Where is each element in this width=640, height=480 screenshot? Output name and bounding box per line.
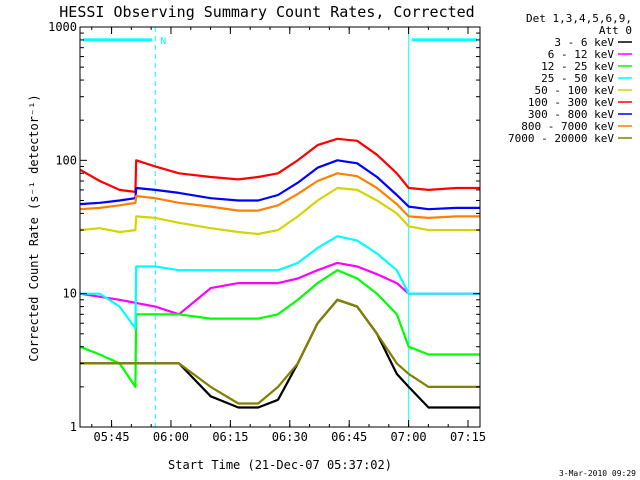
x-tick-label: 06:00: [153, 430, 189, 444]
series-line: [79, 269, 480, 388]
series-line: [79, 159, 480, 211]
legend-entry: 100 - 300 keV: [528, 96, 614, 109]
x-tick-label: 05:45: [94, 430, 130, 444]
series-line: [79, 172, 480, 219]
y-tick-label: 10: [63, 287, 77, 301]
x-tick-label: 06:45: [331, 430, 367, 444]
series-line: [79, 186, 480, 236]
x-axis-label: Start Time (21-Dec-07 05:37:02): [168, 458, 392, 472]
legend-entry: 800 - 7000 keV: [521, 120, 614, 133]
x-tick-label: 07:15: [450, 430, 486, 444]
footer-date: 3-Mar-2010 09:29: [559, 469, 636, 478]
y-tick-label: 1: [70, 420, 77, 434]
x-tick-label: 07:00: [391, 430, 427, 444]
legend-entry: 300 - 800 keV: [528, 108, 614, 121]
legend-header: Det 1,3,4,5,6,9,: [526, 12, 632, 25]
series-line: [80, 298, 480, 409]
legend-entry: 12 - 25 keV: [541, 60, 614, 73]
series-line: [79, 137, 480, 193]
legend-header: Att 0: [599, 24, 632, 37]
y-tick-label: 100: [55, 153, 77, 167]
legend-entry: 25 - 50 keV: [541, 72, 614, 85]
x-tick-label: 06:15: [212, 430, 248, 444]
x-tick-label: 06:30: [272, 430, 308, 444]
series-line: [80, 235, 480, 330]
y-axis-label: Corrected Count Rate (s⁻¹ detector⁻¹): [27, 94, 41, 361]
y-tick-label: 1000: [48, 20, 77, 34]
legend-entry: 3 - 6 keV: [554, 36, 614, 49]
legend-entry: 50 - 100 keV: [535, 84, 615, 97]
legend-entry: 6 - 12 keV: [548, 48, 615, 61]
chart-title: HESSI Observing Summary Count Rates, Cor…: [59, 3, 474, 21]
legend-entry: 7000 - 20000 keV: [508, 132, 614, 145]
series-line: [80, 298, 480, 405]
plot-frame: [79, 26, 481, 428]
night-marker-label: N: [160, 36, 166, 47]
